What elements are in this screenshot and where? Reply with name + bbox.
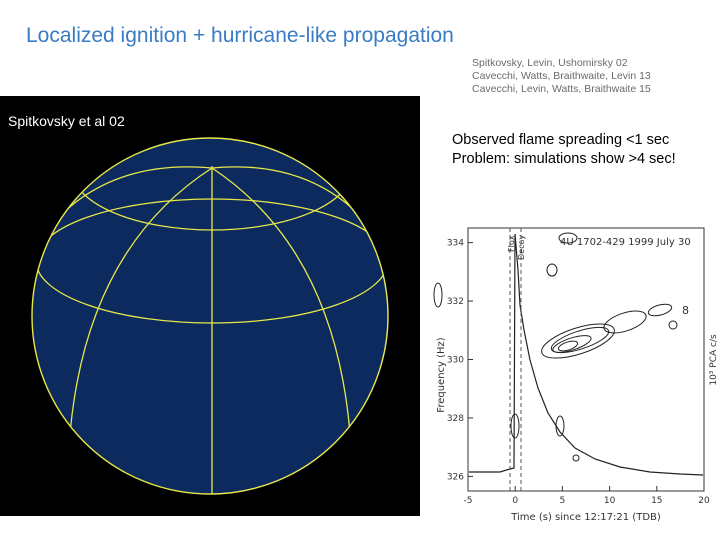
- frequency-contour: [555, 415, 565, 437]
- frequency-contour: [647, 303, 673, 317]
- x-tick-label: 10: [604, 496, 616, 506]
- observation-text: Observed flame spreading <1 sec Problem:…: [452, 131, 676, 169]
- frequency-contour: [552, 335, 592, 353]
- light-curve: [469, 233, 704, 476]
- globe-graphic: [31, 137, 389, 495]
- source-label: 4U 1702-429 1999 July 30: [560, 237, 691, 248]
- x-axis-label: Time (s) since 12:17:21 (TDB): [510, 512, 661, 523]
- reference-item: Spitkovsky, Levin, Ushomirsky 02: [472, 57, 628, 69]
- x-tick-label: 20: [698, 496, 710, 506]
- frequency-contour: [510, 413, 520, 439]
- globe-sphere: [31, 137, 389, 495]
- frequency-contour: [557, 340, 579, 352]
- right-axis-label: 10³ PCA c/s: [709, 334, 719, 386]
- x-tick-label: -5: [464, 496, 473, 506]
- globe-figure: [0, 96, 420, 516]
- x-tick-label: 15: [651, 496, 662, 506]
- slide-title: Localized ignition + hurricane-like prop…: [26, 24, 454, 47]
- reference-list: Spitkovsky, Levin, Ushomirsky 02 Cavecch…: [472, 57, 651, 96]
- x-tick-label: 0: [512, 496, 518, 506]
- frequency-contours: [433, 232, 678, 462]
- burst-plot: -5 0 5 10 15 20 334 332 330 328 326 Flux Decay 4U…: [420, 210, 720, 535]
- observation-line: Problem: simulations show >4 sec!: [452, 151, 676, 167]
- frequency-contour: [603, 310, 647, 334]
- flux-label: Flux: [507, 235, 516, 252]
- frequency-contour: [433, 282, 443, 308]
- frequency-contour: [546, 263, 558, 277]
- y-tick-label: 330: [447, 356, 464, 366]
- y-tick-label: 328: [447, 414, 464, 424]
- y-tick-label: 326: [447, 472, 464, 482]
- frequency-contour: [541, 323, 615, 359]
- right-axis-tick: 8: [682, 304, 689, 317]
- x-tick-label: 5: [560, 496, 566, 506]
- decay-label: Decay: [517, 235, 526, 260]
- frequency-contour: [550, 326, 610, 354]
- reference-item: Cavecchi, Watts, Braithwaite, Levin 13: [472, 70, 651, 82]
- observation-line: Observed flame spreading <1 sec: [452, 132, 670, 148]
- y-axis-label: Frequency (Hz): [436, 337, 447, 413]
- y-tick-label: 334: [447, 239, 464, 249]
- burst-plot-svg: -5 0 5 10 15 20 334 332 330 328 326 Flux Decay 4U…: [420, 210, 720, 535]
- frequency-contour: [558, 232, 578, 244]
- frequency-contour: [572, 454, 580, 462]
- y-tick-label: 332: [447, 297, 464, 307]
- frequency-contour: [668, 320, 678, 330]
- reference-item: Cavecchi, Levin, Watts, Braithwaite 15: [472, 83, 651, 95]
- globe-caption: Spitkovsky et al 02: [6, 113, 127, 129]
